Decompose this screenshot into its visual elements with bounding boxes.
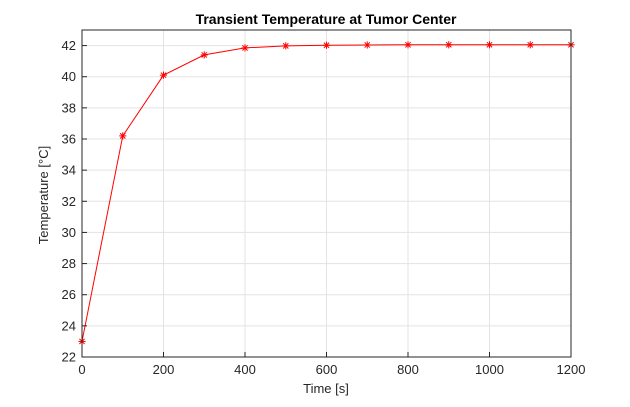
- y-tick-label: 34: [62, 163, 76, 178]
- x-tick-label: 1200: [557, 362, 586, 377]
- series-layer: [78, 41, 575, 346]
- y-axis-label: Temperature [°C]: [36, 146, 51, 244]
- grid-lines: [81, 30, 572, 358]
- axis-ticks: 0 200 400 600 800 1000 1200 22 24 26 28 30 32 34 36 38 4…: [62, 38, 586, 377]
- data-point-marker: [404, 41, 412, 49]
- data-point-marker: [159, 71, 168, 79]
- data-point-marker: [119, 132, 127, 140]
- x-axis-label: Time [s]: [303, 381, 349, 396]
- x-tick-label: 1000: [475, 362, 504, 377]
- x-tick-label: 0: [78, 362, 85, 377]
- data-point-marker: [363, 41, 371, 49]
- chart-title: Transient Temperature at Tumor Center: [196, 11, 457, 27]
- data-point-marker: [526, 41, 534, 49]
- data-point-marker: [445, 41, 453, 49]
- data-point-marker: [282, 42, 290, 50]
- x-tick-label: 800: [397, 362, 419, 377]
- x-tick-label: 200: [153, 362, 175, 377]
- y-tick-label: 42: [62, 38, 76, 53]
- y-tick-label: 28: [62, 256, 76, 271]
- y-tick-label: 30: [62, 225, 76, 240]
- x-tick-label: 400: [234, 362, 256, 377]
- y-tick-label: 40: [62, 69, 76, 84]
- data-point-marker: [485, 41, 494, 49]
- data-point-marker: [200, 51, 208, 59]
- y-tick-label: 22: [62, 350, 76, 365]
- y-tick-label: 36: [62, 132, 76, 147]
- y-tick-label: 24: [62, 318, 76, 333]
- y-tick-label: 26: [62, 287, 76, 302]
- y-tick-label: 32: [62, 194, 76, 209]
- data-point-marker: [241, 44, 249, 52]
- data-point-marker: [322, 41, 331, 49]
- x-tick-label: 600: [316, 362, 338, 377]
- y-tick-label: 38: [62, 100, 76, 115]
